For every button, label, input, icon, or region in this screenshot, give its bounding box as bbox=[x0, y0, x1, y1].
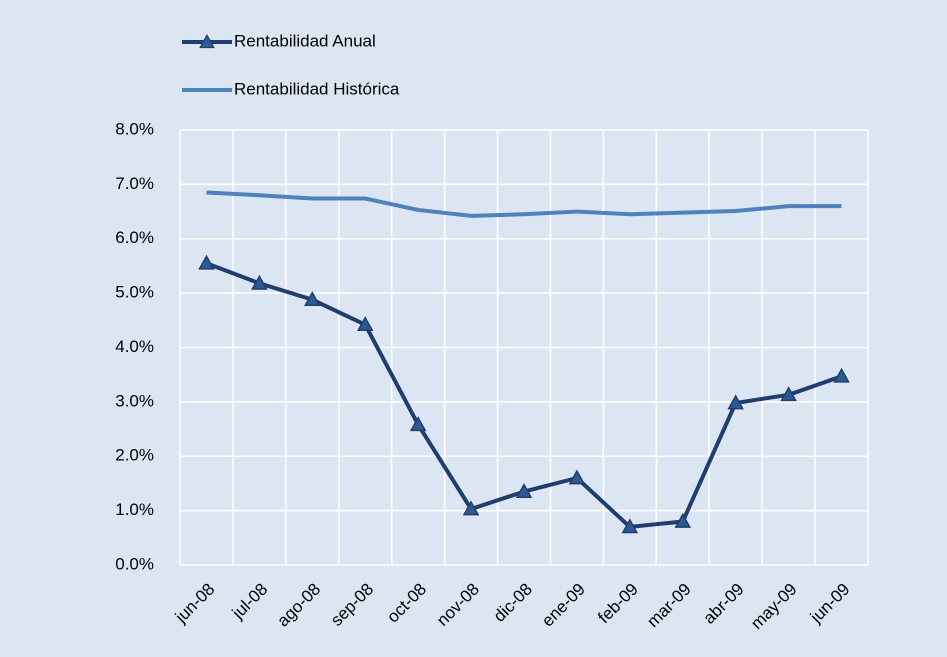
marker bbox=[251, 274, 268, 290]
y-tick-label: 1.0% bbox=[115, 500, 154, 519]
marker bbox=[198, 254, 215, 270]
marker bbox=[515, 483, 533, 498]
legend-marker bbox=[199, 33, 215, 49]
marker bbox=[780, 386, 797, 402]
y-tick-label: 6.0% bbox=[115, 228, 154, 247]
series-line bbox=[206, 190, 842, 218]
marker bbox=[304, 291, 321, 306]
y-tick-label: 4.0% bbox=[115, 337, 154, 356]
y-tick-label: 3.0% bbox=[115, 391, 154, 410]
legend-label: Rentabilidad Anual bbox=[234, 31, 376, 50]
marker bbox=[356, 316, 374, 332]
y-tick-label: 2.0% bbox=[115, 446, 154, 465]
marker bbox=[674, 512, 692, 528]
marker bbox=[568, 469, 586, 485]
y-tick-label: 7.0% bbox=[115, 174, 154, 193]
y-tick-label: 5.0% bbox=[115, 283, 154, 302]
marker bbox=[409, 416, 427, 432]
legend-label: Rentabilidad Histórica bbox=[234, 79, 400, 98]
marker bbox=[462, 500, 480, 516]
marker bbox=[833, 367, 850, 383]
y-tick-label: 8.0% bbox=[115, 119, 154, 138]
marker bbox=[621, 518, 639, 534]
marker bbox=[727, 394, 744, 410]
y-tick-label: 0.0% bbox=[115, 554, 154, 573]
